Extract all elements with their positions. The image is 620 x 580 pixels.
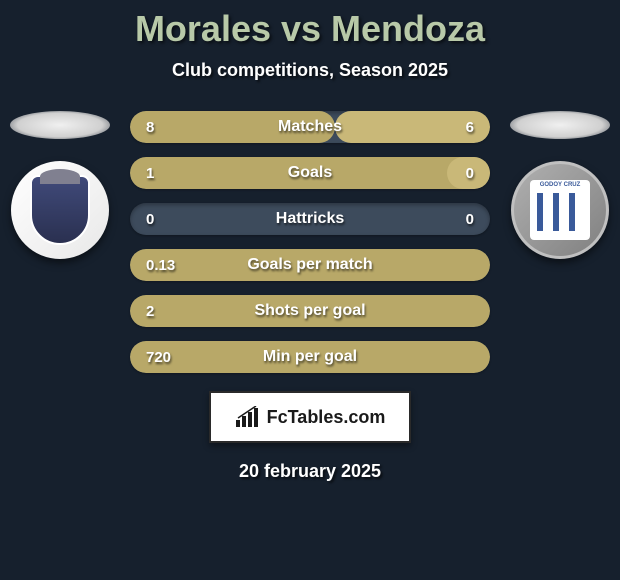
- stat-left-value: 8: [146, 119, 154, 136]
- stat-bar-row: 0 Hattricks 0: [130, 203, 490, 235]
- left-team-logo: [11, 161, 109, 259]
- stat-right-value: 0: [466, 211, 474, 228]
- stat-bar-row: 0.13 Goals per match: [130, 249, 490, 281]
- stat-label: Matches: [278, 118, 342, 136]
- stat-bars-column: 8 Matches 6 1 Goals 0 0 Hattricks 0 0.13 Goals per…: [120, 111, 500, 373]
- right-team-logo: GODOY CRUZ: [511, 161, 609, 259]
- chart-icon: [235, 406, 261, 428]
- stat-left-value: 1: [146, 165, 154, 182]
- branding-text: FcTables.com: [267, 407, 386, 428]
- stat-left-value: 0: [146, 211, 154, 228]
- stat-bar-row: 8 Matches 6: [130, 111, 490, 143]
- stat-left-value: 0.13: [146, 257, 175, 274]
- stat-bar-row: 720 Min per goal: [130, 341, 490, 373]
- left-spotlight-ellipse: [10, 111, 110, 139]
- stat-left-value: 2: [146, 303, 154, 320]
- stat-right-value: 6: [466, 119, 474, 136]
- stat-label: Goals per match: [247, 256, 372, 274]
- main-row: 8 Matches 6 1 Goals 0 0 Hattricks 0 0.13 Goals per…: [0, 111, 620, 373]
- right-badge-stripes: [536, 193, 584, 231]
- stat-right-value: 0: [466, 165, 474, 182]
- branding-box: FcTables.com: [209, 391, 411, 443]
- right-badge-text: GODOY CRUZ: [540, 182, 581, 188]
- page-subtitle: Club competitions, Season 2025: [172, 60, 448, 81]
- page-title: Morales vs Mendoza: [135, 8, 485, 50]
- right-team-column: GODOY CRUZ: [500, 111, 620, 259]
- stat-label: Min per goal: [263, 348, 357, 366]
- stat-bar-row: 2 Shots per goal: [130, 295, 490, 327]
- stat-label: Shots per goal: [254, 302, 365, 320]
- right-spotlight-ellipse: [510, 111, 610, 139]
- left-team-column: [0, 111, 120, 259]
- stat-label: Goals: [288, 164, 332, 182]
- right-badge-shape: GODOY CRUZ: [530, 180, 590, 240]
- comparison-infographic: Morales vs Mendoza Club competitions, Se…: [0, 0, 620, 580]
- left-badge-shape: [30, 175, 90, 245]
- date-text: 20 february 2025: [239, 461, 381, 482]
- stat-bar-row: 1 Goals 0: [130, 157, 490, 189]
- stat-label: Hattricks: [276, 210, 344, 228]
- stat-left-value: 720: [146, 349, 171, 366]
